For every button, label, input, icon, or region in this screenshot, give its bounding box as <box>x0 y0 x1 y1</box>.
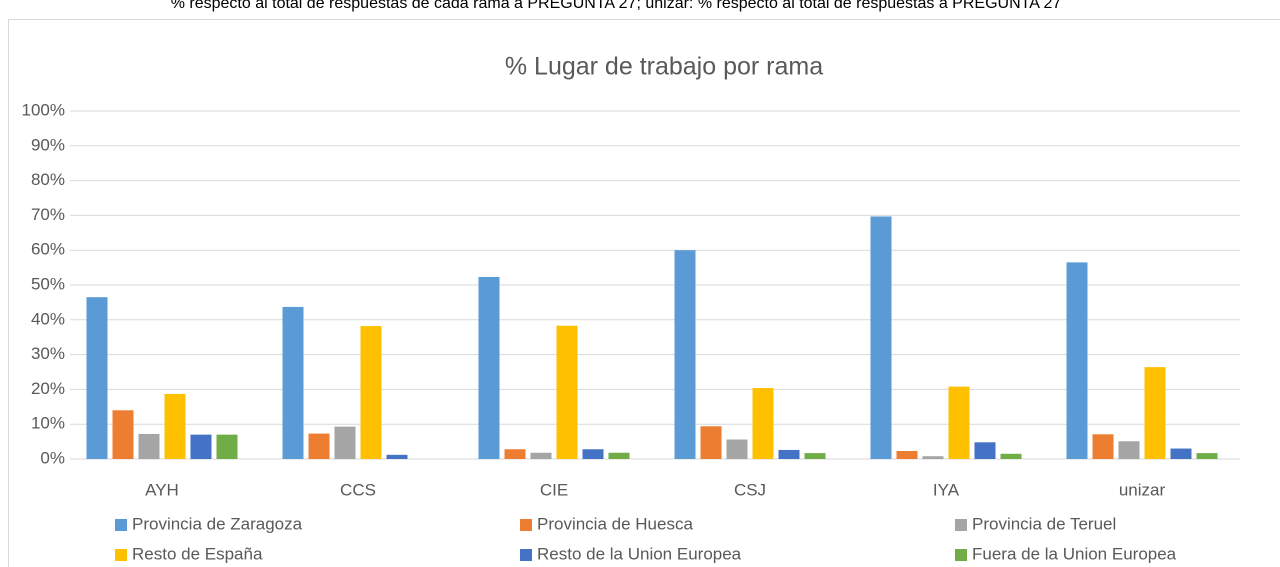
bar <box>308 433 330 459</box>
chart-title: % Lugar de trabajo por rama <box>505 53 823 81</box>
bar <box>870 216 892 459</box>
y-tick-label: 40% <box>31 309 65 328</box>
bar <box>1000 453 1022 459</box>
y-tick-label: 20% <box>31 379 65 398</box>
bar <box>504 449 526 459</box>
bar <box>86 297 108 459</box>
bar <box>896 450 918 459</box>
bar <box>700 426 722 459</box>
x-tick-label: IYA <box>933 480 960 499</box>
bar <box>948 386 970 459</box>
bar <box>164 393 186 459</box>
y-tick-label: 70% <box>31 205 65 224</box>
legend-label: Provincia de Zaragoza <box>132 514 303 533</box>
y-tick-label: 60% <box>31 240 65 259</box>
bar <box>530 452 552 459</box>
bar <box>138 433 160 459</box>
legend-swatch <box>115 549 127 561</box>
y-tick-label: 30% <box>31 344 65 363</box>
legend-swatch <box>955 519 967 531</box>
y-tick-label: 90% <box>31 135 65 154</box>
bar <box>190 434 212 459</box>
y-tick-label: 50% <box>31 274 65 293</box>
legend-label: Fuera de la Union Europea <box>972 544 1177 563</box>
bar <box>726 439 748 459</box>
bar <box>1196 453 1218 459</box>
bar <box>804 453 826 459</box>
bar <box>752 388 774 459</box>
bar <box>386 454 408 459</box>
x-tick-label: CSJ <box>734 480 766 499</box>
bar <box>556 325 578 459</box>
bar <box>778 449 800 459</box>
bar <box>282 306 304 459</box>
legend-label: Resto de España <box>132 544 263 563</box>
bar <box>216 434 238 459</box>
legend-label: Resto de la Union Europea <box>537 544 742 563</box>
legend-swatch <box>115 519 127 531</box>
legend-swatch <box>955 549 967 561</box>
legend-swatch <box>520 519 532 531</box>
legend-label: Provincia de Huesca <box>537 514 693 533</box>
legend-swatch <box>520 549 532 561</box>
note: % respecto al total de respuestas de cad… <box>171 0 1062 12</box>
y-tick-label: 80% <box>31 170 65 189</box>
bar <box>334 426 356 459</box>
bar <box>1066 262 1088 459</box>
x-tick-label: CCS <box>340 480 376 499</box>
bar <box>360 326 382 459</box>
bar <box>608 452 630 459</box>
y-tick-label: 100% <box>22 100 65 119</box>
legend-label: Provincia de Teruel <box>972 514 1116 533</box>
bar <box>112 410 134 459</box>
bar <box>582 449 604 459</box>
x-tick-label: CIE <box>540 480 568 499</box>
bar <box>922 456 944 459</box>
y-tick-label: 10% <box>31 414 65 433</box>
bar <box>674 250 696 459</box>
bar <box>478 276 500 459</box>
bar <box>1170 448 1192 459</box>
bar <box>1118 441 1140 459</box>
x-tick-label: unizar <box>1119 480 1166 499</box>
x-tick-label: AYH <box>145 480 179 499</box>
bar <box>1144 367 1166 459</box>
bar <box>1092 434 1114 459</box>
y-tick-label: 0% <box>40 448 65 467</box>
bar <box>974 442 996 459</box>
chart-frame <box>8 19 1280 567</box>
